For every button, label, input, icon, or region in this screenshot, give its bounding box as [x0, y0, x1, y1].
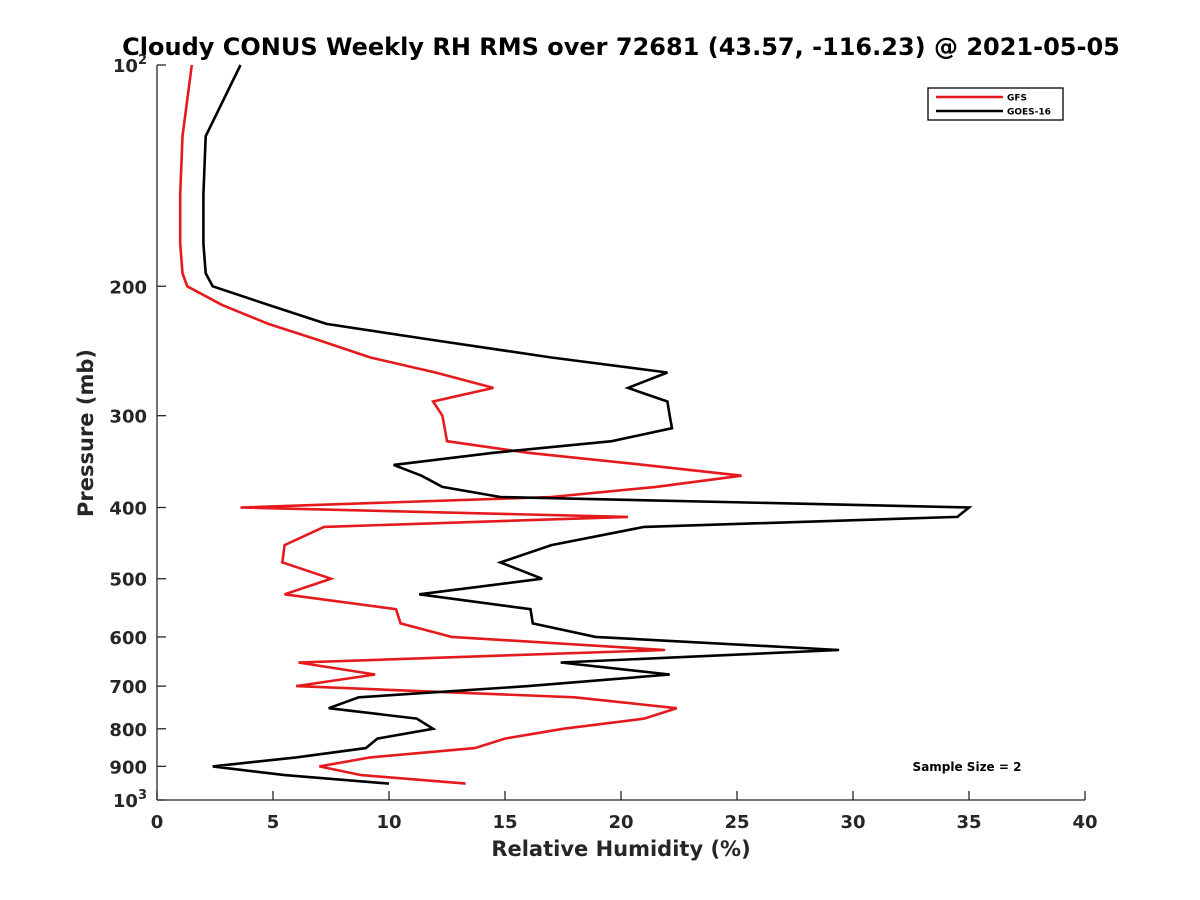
x-tick-label: 30	[840, 812, 865, 833]
x-tick-label: 40	[1072, 812, 1097, 833]
sample-size-annotation: Sample Size = 2	[913, 760, 1022, 774]
y-tick-label: 200	[109, 277, 147, 298]
y-tick-label: 103	[113, 788, 147, 812]
legend-label-gfs: GFS	[1007, 94, 1027, 104]
y-tick-label: 500	[109, 570, 147, 591]
y-axis-label: Pressure (mb)	[74, 349, 98, 517]
y-tick-label: 102	[113, 53, 147, 77]
legend-label-goes16: GOES-16	[1007, 108, 1051, 118]
plot-area: 0 5 10 15 20 25 30 35 40 102 200 300 400 500 600 700 800…	[109, 53, 1097, 833]
legend-box	[927, 87, 1064, 121]
y-tick-label: 700	[109, 677, 147, 698]
x-tick-label: 15	[492, 812, 517, 833]
y-tick-label: 900	[109, 757, 147, 778]
chart-title: Cloudy CONUS Weekly RH RMS over 72681 (4…	[122, 33, 1120, 61]
x-axis-label: Relative Humidity (%)	[491, 837, 750, 861]
x-tick-label: 10	[376, 812, 401, 833]
x-tick-label: 0	[151, 812, 164, 833]
legend: GFS GOES-16	[927, 87, 1064, 121]
y-tick-label: 300	[109, 407, 147, 428]
x-tick-label: 35	[956, 812, 981, 833]
y-tick-label: 400	[109, 499, 147, 520]
x-tick-label: 25	[724, 812, 749, 833]
x-tick-label: 5	[267, 812, 280, 833]
y-tick-label: 800	[109, 720, 147, 741]
series-line-gfs	[178, 64, 742, 785]
x-tick-label: 20	[608, 812, 633, 833]
y-tick-label: 600	[109, 628, 147, 649]
series-line-goes16	[202, 64, 973, 785]
